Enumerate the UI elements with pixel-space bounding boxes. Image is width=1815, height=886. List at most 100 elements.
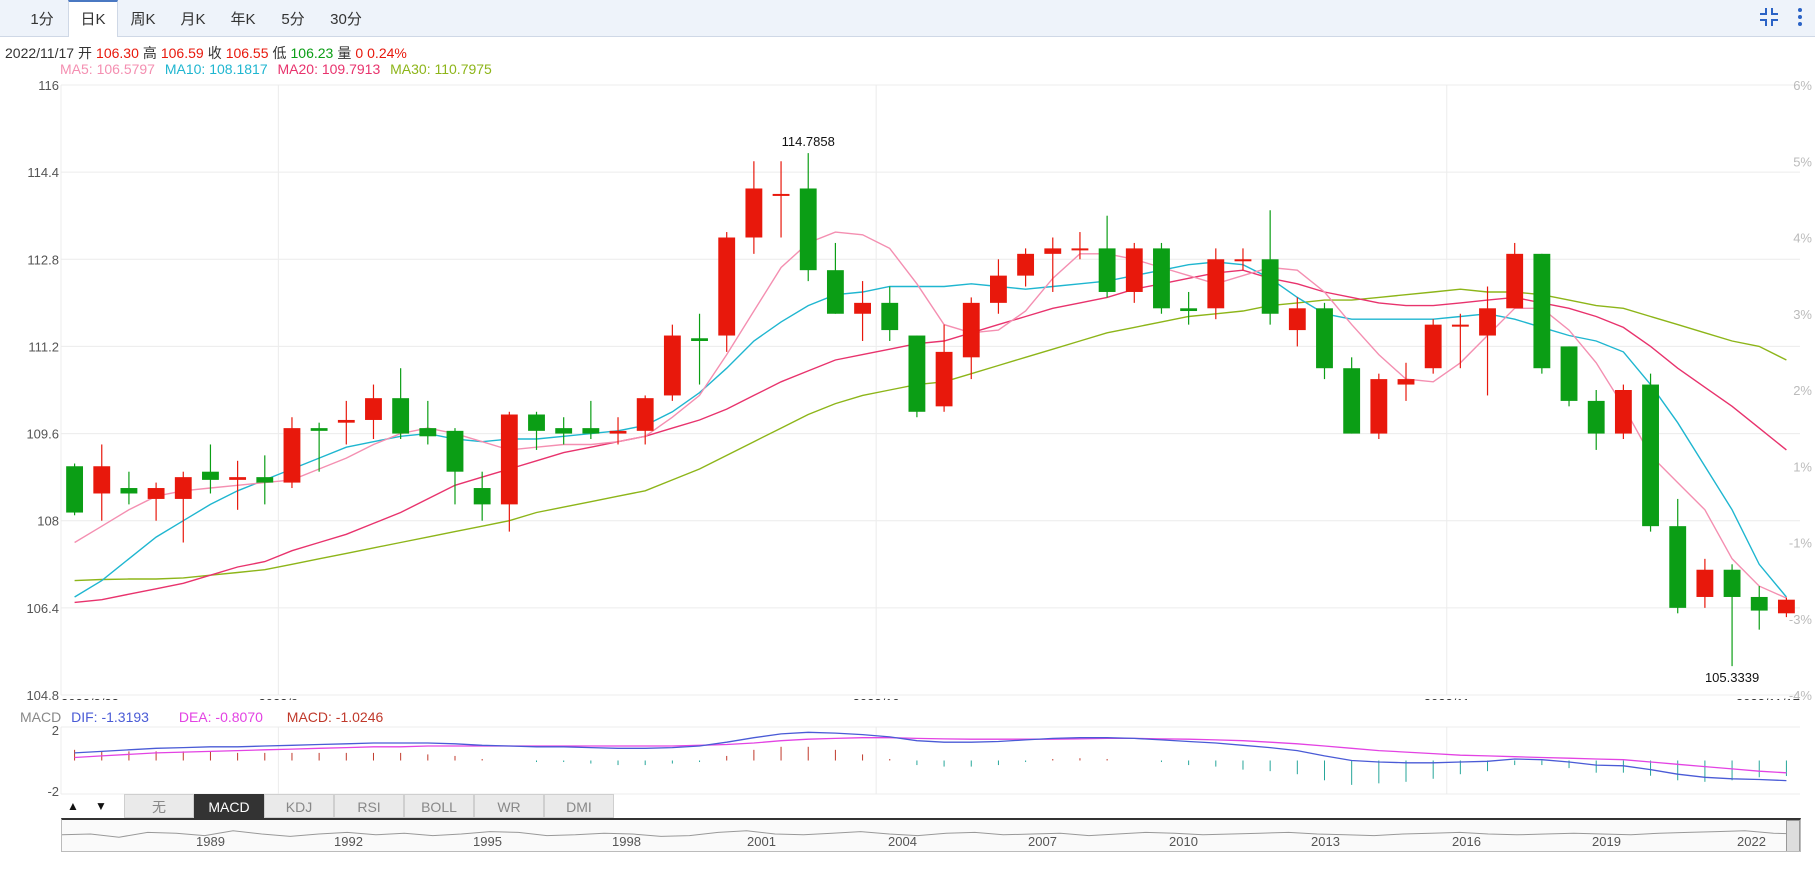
candle-body — [1071, 248, 1089, 251]
navigator-series — [62, 830, 1800, 838]
indicator-wr[interactable]: WR — [474, 794, 544, 818]
pct-tick-label: 2% — [1793, 383, 1812, 398]
tab-yearly-k[interactable]: 年K — [230, 11, 256, 28]
info-date: 2022/11/17 — [5, 45, 75, 61]
candle-body — [1533, 253, 1551, 369]
candle-body — [1017, 253, 1035, 276]
macd-panel-label: MACD — [20, 709, 62, 725]
candle-body — [1777, 599, 1795, 614]
y-tick-label: 112.8 — [27, 252, 59, 267]
candle-body — [854, 302, 871, 314]
candle-body — [419, 428, 437, 437]
macd-y-tick: -2 — [47, 784, 59, 799]
y-tick-label: 109.6 — [26, 427, 59, 442]
candle-body — [636, 398, 654, 431]
candle-body — [1424, 324, 1442, 369]
candle-body — [120, 488, 138, 494]
candle-body — [772, 193, 790, 196]
timeline-navigator[interactable]: 1989 1992 1995 1998 2001 2004 2007 2010 … — [61, 818, 1801, 852]
candle-body — [1451, 324, 1469, 327]
candle-body — [1669, 526, 1687, 608]
nav-year-1995: 1995 — [473, 834, 502, 849]
indicator-dmi[interactable]: DMI — [544, 794, 614, 818]
candle-body — [337, 419, 355, 423]
candle-body — [826, 270, 844, 314]
max-annotation: 114.7858 — [782, 134, 835, 149]
nav-year-1998: 1998 — [612, 834, 641, 849]
candle-body — [908, 335, 926, 412]
nav-year-2004: 2004 — [888, 834, 917, 849]
pct-tick-label: 6% — [1793, 78, 1812, 93]
navigator-handle[interactable] — [1786, 820, 1800, 851]
low-label: 低 — [272, 45, 287, 61]
collapse-icon[interactable] — [1758, 6, 1780, 34]
dea-label: DEA: -0.8070 — [178, 709, 263, 725]
candle-body — [691, 338, 708, 341]
pct-tick-label: 1% — [1793, 459, 1812, 474]
y-tick-label: 114.4 — [27, 165, 59, 180]
ohlc-info-bar: 2022/11/17 开 106.30 高 106.59 收 106.55 低 106.23 量 0… — [5, 43, 411, 63]
candle-body — [1234, 259, 1252, 262]
candle-body — [500, 414, 518, 505]
candle-body — [1098, 248, 1116, 292]
candle-body — [1316, 308, 1333, 369]
candle-body — [1370, 379, 1388, 434]
tab-monthly-k[interactable]: 月K — [180, 11, 206, 28]
candle-body — [1560, 346, 1578, 401]
candle-body — [1261, 259, 1279, 314]
nav-year-2010: 2010 — [1169, 834, 1198, 849]
candle-body — [990, 275, 1007, 303]
pct-tick-label: -4% — [1789, 688, 1813, 700]
candle-body — [446, 430, 464, 472]
period-tab-bar: 1分 日K 周K 月K 年K 5分 30分 — [0, 0, 1815, 37]
y-tick-label: 104.8 — [26, 688, 59, 700]
indicator-none[interactable]: 无 — [124, 794, 194, 818]
dif-label: DIF: -1.3193 — [71, 709, 149, 725]
candle-body — [1207, 259, 1225, 309]
volume-label: 量 — [337, 45, 352, 61]
nav-year-2016: 2016 — [1452, 834, 1481, 849]
more-menu-icon[interactable] — [1795, 6, 1805, 34]
change-value: 0.24% — [367, 45, 407, 61]
candle-body — [256, 477, 274, 483]
high-value: 106.59 — [160, 45, 204, 61]
indicator-kdj[interactable]: KDJ — [264, 794, 334, 818]
move-up-button[interactable]: ▲ — [67, 799, 79, 813]
dif-line — [74, 731, 1787, 782]
pct-tick-label: -1% — [1789, 536, 1813, 551]
nav-year-2019: 2019 — [1592, 834, 1621, 849]
indicator-boll[interactable]: BOLL — [404, 794, 474, 818]
nav-year-1992: 1992 — [334, 834, 363, 849]
candle-body — [1180, 308, 1198, 312]
candle-body — [1288, 308, 1306, 331]
tab-weekly-k[interactable]: 周K — [130, 11, 156, 28]
tab-1min[interactable]: 1分 — [30, 11, 54, 28]
min-annotation: 105.3339 — [1705, 670, 1759, 685]
nav-year-2001: 2001 — [747, 834, 776, 849]
candle-body — [799, 188, 817, 271]
macd-legend: MACD DIF: -1.3193 DEA: -0.8070 MACD: -1.… — [20, 709, 389, 725]
y-tick-label: 106.4 — [26, 601, 59, 616]
candle-body — [1343, 368, 1361, 434]
candle-body — [365, 398, 382, 420]
tab-daily-k[interactable]: 日K — [68, 0, 118, 37]
candle-body — [555, 428, 573, 434]
pct-tick-label: 5% — [1793, 154, 1812, 169]
ma20-line — [74, 269, 1787, 604]
ma30-label: MA30: 110.7975 — [390, 61, 492, 77]
candlestick-chart[interactable]: 116 114.4 112.8 111.2 109.6 108 106.4 104.8 6% 5%… — [0, 0, 1815, 700]
candle-body — [1723, 569, 1741, 597]
tab-5min[interactable]: 5分 — [281, 11, 305, 28]
candle-body — [1750, 596, 1768, 611]
indicator-rsi[interactable]: RSI — [334, 794, 404, 818]
y-tick-label: 108 — [37, 514, 59, 529]
move-down-button[interactable]: ▼ — [95, 799, 107, 813]
ma20-label: MA20: 109.7913 — [277, 61, 381, 77]
candle-body — [582, 428, 600, 434]
ma10-label: MA10: 108.1817 — [164, 61, 268, 77]
indicator-macd[interactable]: MACD — [194, 794, 264, 818]
tab-30min[interactable]: 30分 — [330, 11, 362, 28]
close-value: 106.55 — [225, 45, 269, 61]
pct-tick-label: 3% — [1793, 307, 1812, 322]
ma10-line — [74, 261, 1787, 598]
